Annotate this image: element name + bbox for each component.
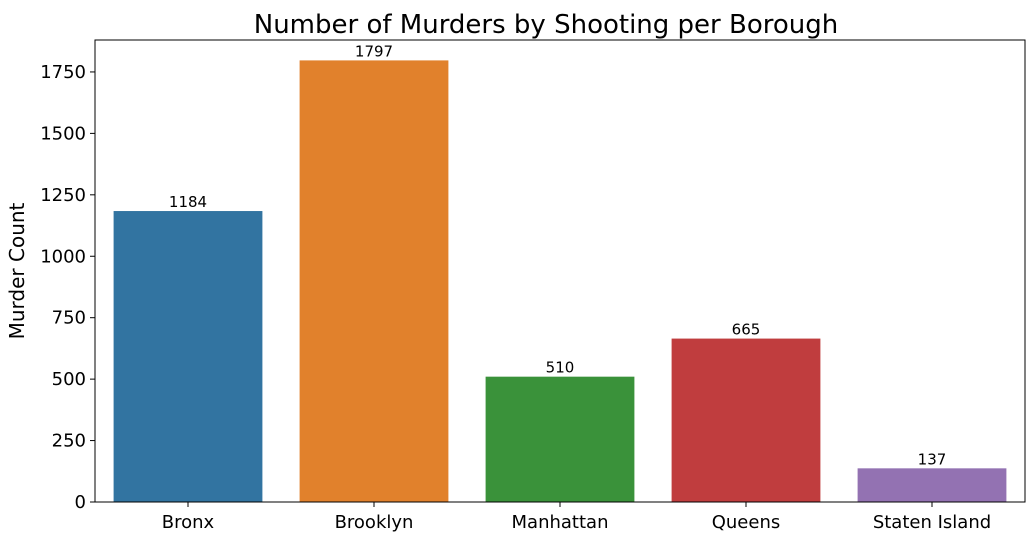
x-axis-ticks: Bronx Brooklyn Manhattan Queens Staten Islan…: [162, 502, 991, 533]
x-tick-label: Brooklyn: [335, 512, 414, 533]
x-tick-label: Manhattan: [512, 512, 609, 533]
y-tick-label: 250: [52, 431, 86, 452]
y-tick-label: 500: [52, 369, 86, 390]
x-tick-label: Queens: [712, 512, 781, 533]
data-label: 137: [918, 450, 947, 468]
chart-title: Number of Murders by Shooting per Boroug…: [254, 10, 838, 40]
plot-frame: [94, 39, 1026, 503]
data-label: 665: [732, 321, 761, 339]
data-label: 510: [546, 359, 575, 377]
bar-bronx: [113, 211, 263, 502]
bar-queens: [671, 338, 821, 502]
x-tick-label: Staten Island: [873, 512, 991, 533]
y-tick-label: 750: [52, 308, 86, 329]
y-tick-label: 1750: [40, 62, 86, 83]
x-tick-label: Bronx: [162, 512, 215, 533]
bar-manhattan: [485, 376, 635, 502]
y-axis-label: Murder Count: [5, 202, 29, 339]
bars-group: [113, 60, 1007, 502]
data-label: 1797: [355, 42, 393, 60]
y-axis-ticks: 0 250 500 750 1000 1250 1500 1750: [40, 62, 95, 513]
bar-brooklyn: [299, 60, 449, 502]
y-tick-label: 1250: [40, 185, 86, 206]
data-label: 1184: [169, 193, 207, 211]
y-tick-label: 1000: [40, 246, 86, 267]
data-labels-group: 1184 1797 510 665 137: [169, 42, 946, 468]
y-tick-label: 1500: [40, 123, 86, 144]
bar-staten-island: [857, 468, 1007, 502]
y-tick-label: 0: [75, 492, 86, 513]
